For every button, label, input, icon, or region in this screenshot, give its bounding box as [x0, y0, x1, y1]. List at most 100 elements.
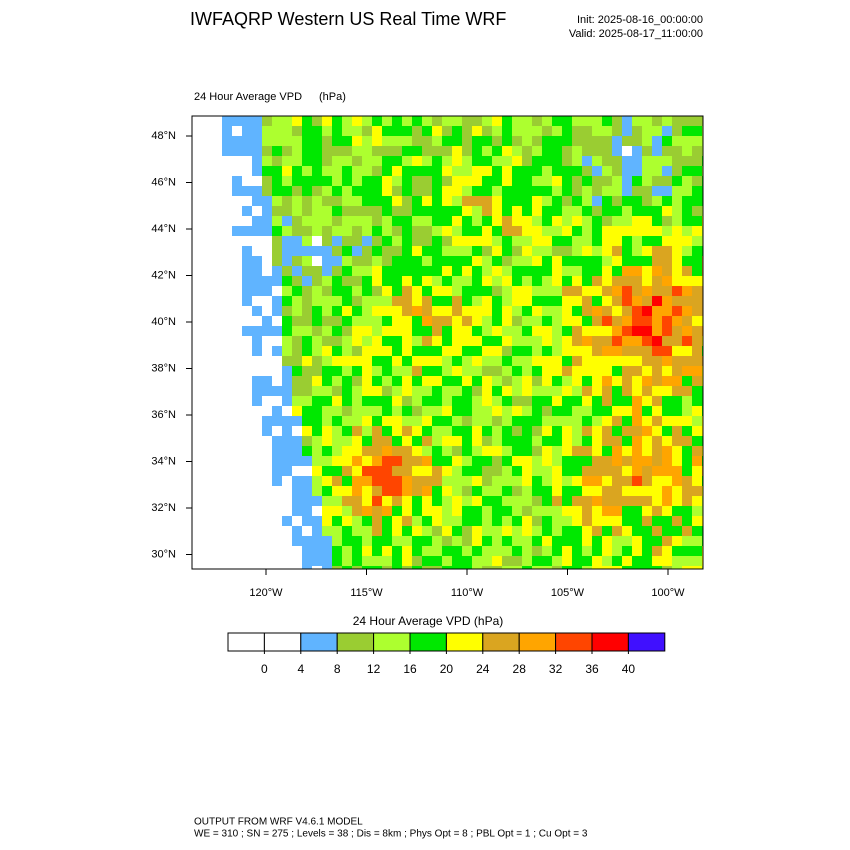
field-cell	[582, 496, 592, 506]
field-cell	[382, 456, 392, 466]
field-cell	[552, 326, 562, 336]
field-cell	[552, 496, 562, 506]
colorbar-box	[336, 632, 375, 652]
field-cell	[242, 456, 252, 466]
field-cell	[572, 346, 582, 356]
field-cell	[402, 466, 412, 476]
field-cell	[532, 436, 542, 446]
field-cell	[352, 146, 362, 156]
field-cell	[522, 516, 532, 526]
field-cell	[592, 346, 602, 356]
field-cell	[402, 306, 412, 316]
field-cell	[522, 426, 532, 436]
field-cell	[262, 556, 272, 566]
field-cell	[542, 446, 552, 456]
field-cell	[542, 456, 552, 466]
field-cell	[602, 266, 612, 276]
field-cell	[492, 516, 502, 526]
field-cell	[612, 496, 622, 506]
field-cell	[662, 116, 672, 126]
lat-label: 46°N	[151, 176, 176, 188]
field-cell	[282, 516, 292, 526]
field-cell	[412, 256, 422, 266]
field-cell	[552, 456, 562, 466]
field-cell	[312, 446, 322, 456]
field-cell	[432, 246, 442, 256]
field-cell	[222, 356, 232, 366]
field-cell	[692, 166, 702, 176]
field-cell	[282, 186, 292, 196]
field-cell	[322, 176, 332, 186]
field-cell	[432, 146, 442, 156]
field-cell	[622, 226, 632, 236]
field-cell	[212, 516, 222, 526]
field-cell	[302, 496, 312, 506]
field-cell	[382, 326, 392, 336]
field-cell	[252, 356, 262, 366]
field-cell	[522, 366, 532, 376]
field-cell	[542, 416, 552, 426]
field-cell	[282, 346, 292, 356]
field-cell	[332, 146, 342, 156]
field-cell	[372, 156, 382, 166]
field-cell	[362, 316, 372, 326]
field-cell	[402, 336, 412, 346]
field-cell	[222, 286, 232, 296]
field-cell	[572, 396, 582, 406]
field-cell	[322, 496, 332, 506]
field-cell	[372, 396, 382, 406]
field-cell	[192, 516, 202, 526]
field-cell	[372, 276, 382, 286]
field-cell	[462, 296, 472, 306]
field-cell	[582, 186, 592, 196]
field-cell	[642, 446, 652, 456]
field-cell	[342, 476, 352, 486]
field-cell	[422, 426, 432, 436]
field-cell	[442, 386, 452, 396]
field-cell	[492, 256, 502, 266]
field-cell	[512, 156, 522, 166]
field-cell	[212, 396, 222, 406]
field-cell	[252, 426, 262, 436]
field-cell	[322, 436, 332, 446]
field-cell	[352, 546, 362, 556]
field-cell	[382, 426, 392, 436]
field-cell	[322, 296, 332, 306]
field-cell	[302, 306, 312, 316]
field-cell	[582, 336, 592, 346]
field-cell	[472, 156, 482, 166]
field-cell	[472, 186, 482, 196]
field-cell	[442, 366, 452, 376]
field-cell	[662, 536, 672, 546]
field-cell	[632, 436, 642, 446]
field-cell	[292, 336, 302, 346]
field-cell	[392, 366, 402, 376]
field-cell	[502, 266, 512, 276]
field-cell	[362, 276, 372, 286]
field-cell	[232, 456, 242, 466]
field-cell	[512, 406, 522, 416]
colorbar-box	[227, 632, 265, 652]
field-cell	[342, 556, 352, 566]
field-cell	[462, 386, 472, 396]
field-cell	[252, 166, 262, 176]
field-cell	[212, 556, 222, 566]
field-cell	[692, 416, 702, 426]
field-cell	[362, 216, 372, 226]
field-cell	[442, 546, 452, 556]
field-cell	[472, 206, 482, 216]
field-cell	[252, 366, 262, 376]
field-cell	[222, 376, 232, 386]
field-cell	[562, 136, 572, 146]
field-cell	[312, 336, 322, 346]
field-cell	[202, 446, 212, 456]
field-cell	[342, 446, 352, 456]
field-cell	[282, 206, 292, 216]
field-cell	[532, 226, 542, 236]
field-cell	[682, 276, 692, 286]
field-cell	[362, 386, 372, 396]
field-cell	[202, 406, 212, 416]
field-cell	[662, 316, 672, 326]
field-cell	[592, 256, 602, 266]
field-cell	[232, 446, 242, 456]
